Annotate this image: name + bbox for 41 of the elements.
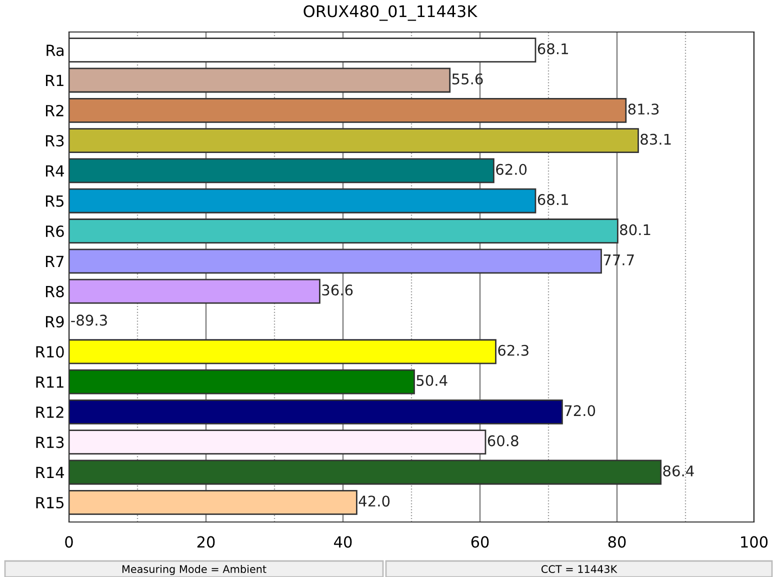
y-tick-label: R4 [46, 165, 64, 177]
data-label: 77.7 [604, 254, 634, 266]
data-label: 80.1 [620, 224, 650, 236]
data-label: 68.1 [538, 194, 568, 206]
chart-title: ORUX480_01_11443K [304, 5, 478, 21]
text: -89.3 [71, 314, 107, 326]
y-tick-label: R9 [46, 316, 64, 328]
y-tick-label: R13 [36, 436, 64, 448]
data-label: 42.0 [358, 496, 390, 507]
data-label: 62.3 [498, 344, 528, 356]
y-tick-label: R11 [36, 376, 64, 388]
data-label: 83.1 [640, 134, 671, 145]
data-label: 62.0 [496, 164, 527, 175]
y-tick-label: R7 [46, 256, 64, 267]
y-tick-label: R14 [36, 466, 64, 478]
y-tick-label: R5 [46, 196, 64, 207]
y-tick-label: R1 [46, 74, 64, 86]
text: CCT = 11443K [541, 565, 618, 574]
y-tick-label: R3 [46, 135, 64, 147]
data-label: 60.8 [488, 435, 518, 446]
x-tick-label: 100 [741, 536, 768, 548]
y-tick-label: R2 [46, 104, 64, 116]
data-label: 81.3 [628, 104, 659, 115]
x-tick-label: 60 [471, 536, 489, 548]
x-tick-label: 0 [65, 536, 73, 548]
y-tick-label: R8 [46, 286, 64, 298]
x-tick-label: 40 [334, 536, 352, 548]
data-label: 72.0 [564, 405, 596, 416]
data-label: 55.6 [452, 73, 483, 84]
data-label: 36.6 [322, 284, 353, 296]
data-label: 68.1 [538, 43, 568, 54]
y-tick-label: R6 [46, 225, 64, 238]
y-tick-label: R10 [36, 346, 64, 358]
y-tick-label: R12 [36, 406, 64, 418]
x-tick-label: 80 [608, 536, 626, 548]
text: Measuring Mode = Ambient [122, 564, 266, 576]
x-tick-label: 20 [197, 536, 215, 548]
data-label: 86.4 [663, 465, 694, 476]
y-tick-label: R15 [36, 497, 64, 508]
data-label: 50.4 [416, 374, 448, 386]
y-tick-label: Ra [46, 44, 64, 56]
